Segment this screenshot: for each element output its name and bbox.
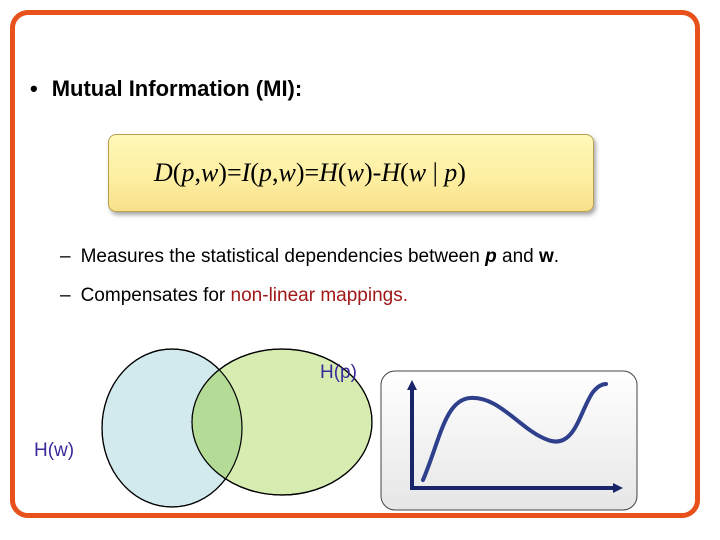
slide-border bbox=[10, 10, 700, 518]
sub-bullet-dependencies: – Measures the statistical dependencies b… bbox=[60, 246, 560, 267]
nonlinear-curve bbox=[421, 382, 608, 482]
bullet-marker: • bbox=[30, 76, 38, 101]
curve-panel bbox=[380, 370, 638, 511]
nonlinear-highlight: non-linear mappings. bbox=[230, 285, 408, 306]
slide-heading: • Mutual Information (MI): bbox=[30, 76, 302, 102]
formula-box bbox=[108, 134, 594, 212]
label-hw: H(w) bbox=[34, 440, 75, 461]
sub-bullet-nonlinear: – Compensates for non-linear mappings. bbox=[60, 285, 408, 306]
heading-text: Mutual Information (MI): bbox=[51, 76, 303, 101]
mutual-information-formula: D(p,w)=I(p,w)=H(w)-H(w | p) bbox=[154, 158, 466, 187]
label-hp: H(p) bbox=[320, 362, 357, 383]
